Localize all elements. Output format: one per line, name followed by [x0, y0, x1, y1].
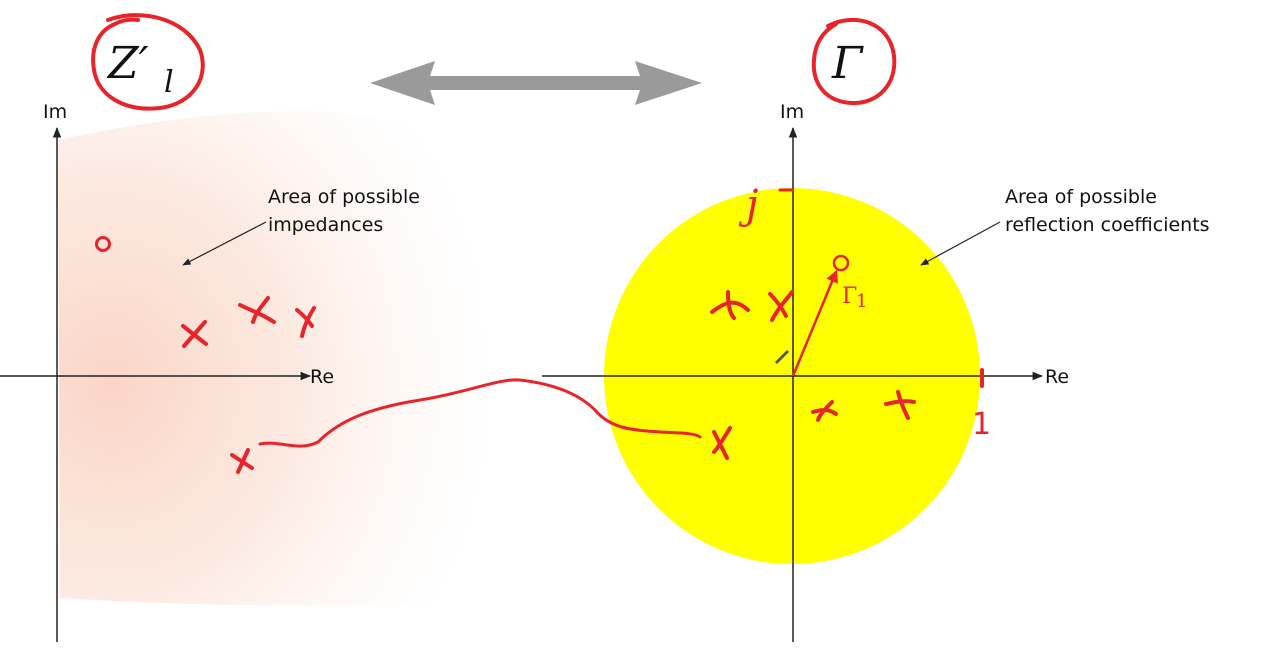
handdrawn-circle-gamma: [811, 17, 897, 106]
impedance-cross-2: [238, 296, 276, 324]
impedance-area-pointer: [182, 221, 267, 266]
reflection-cross-4: [811, 400, 838, 422]
impedance-cross-4: [230, 448, 254, 474]
handdrawn-circle-z: [91, 13, 205, 111]
mapping-double-arrow: [370, 61, 702, 105]
reflection-cross-1: [712, 426, 732, 460]
left-im-label: Im: [43, 101, 67, 123]
gamma1-vector: [791, 269, 838, 377]
reflection-area-label-line1: Area of possible: [1005, 186, 1157, 208]
impedance-area-label-line2: impedances: [268, 214, 383, 236]
right-im-label: Im: [780, 101, 804, 123]
pen-cursor-icon: [775, 350, 789, 364]
gamma1-point: [832, 254, 850, 272]
mapping-curve: [258, 378, 702, 448]
impedance-area: [58, 111, 500, 606]
impedance-area-label-line1: Area of possible: [268, 186, 420, 208]
reflection-cross-3: [768, 290, 794, 322]
right-re-label: Re: [1045, 366, 1069, 388]
reflection-cross-2: [710, 290, 750, 320]
impedance-cross-1: [181, 320, 208, 348]
reflection-area-label-line2: reflection coefficients: [1005, 214, 1210, 236]
reflection-symbol: Γ: [831, 38, 864, 89]
gamma1-label: Γ: [842, 284, 857, 309]
reflection-cross-5: [884, 390, 916, 420]
impedance-cross-3: [295, 306, 316, 338]
left-re-label: Re: [310, 366, 334, 388]
handwritten-one: 1: [972, 407, 991, 442]
impedance-point-circle: [95, 236, 111, 252]
impedance-symbol-subscript: l: [164, 65, 174, 100]
gamma1-subscript: 1: [856, 291, 867, 312]
reflection-area-pointer: [920, 221, 1001, 266]
impedance-symbol: Z′: [106, 38, 149, 89]
